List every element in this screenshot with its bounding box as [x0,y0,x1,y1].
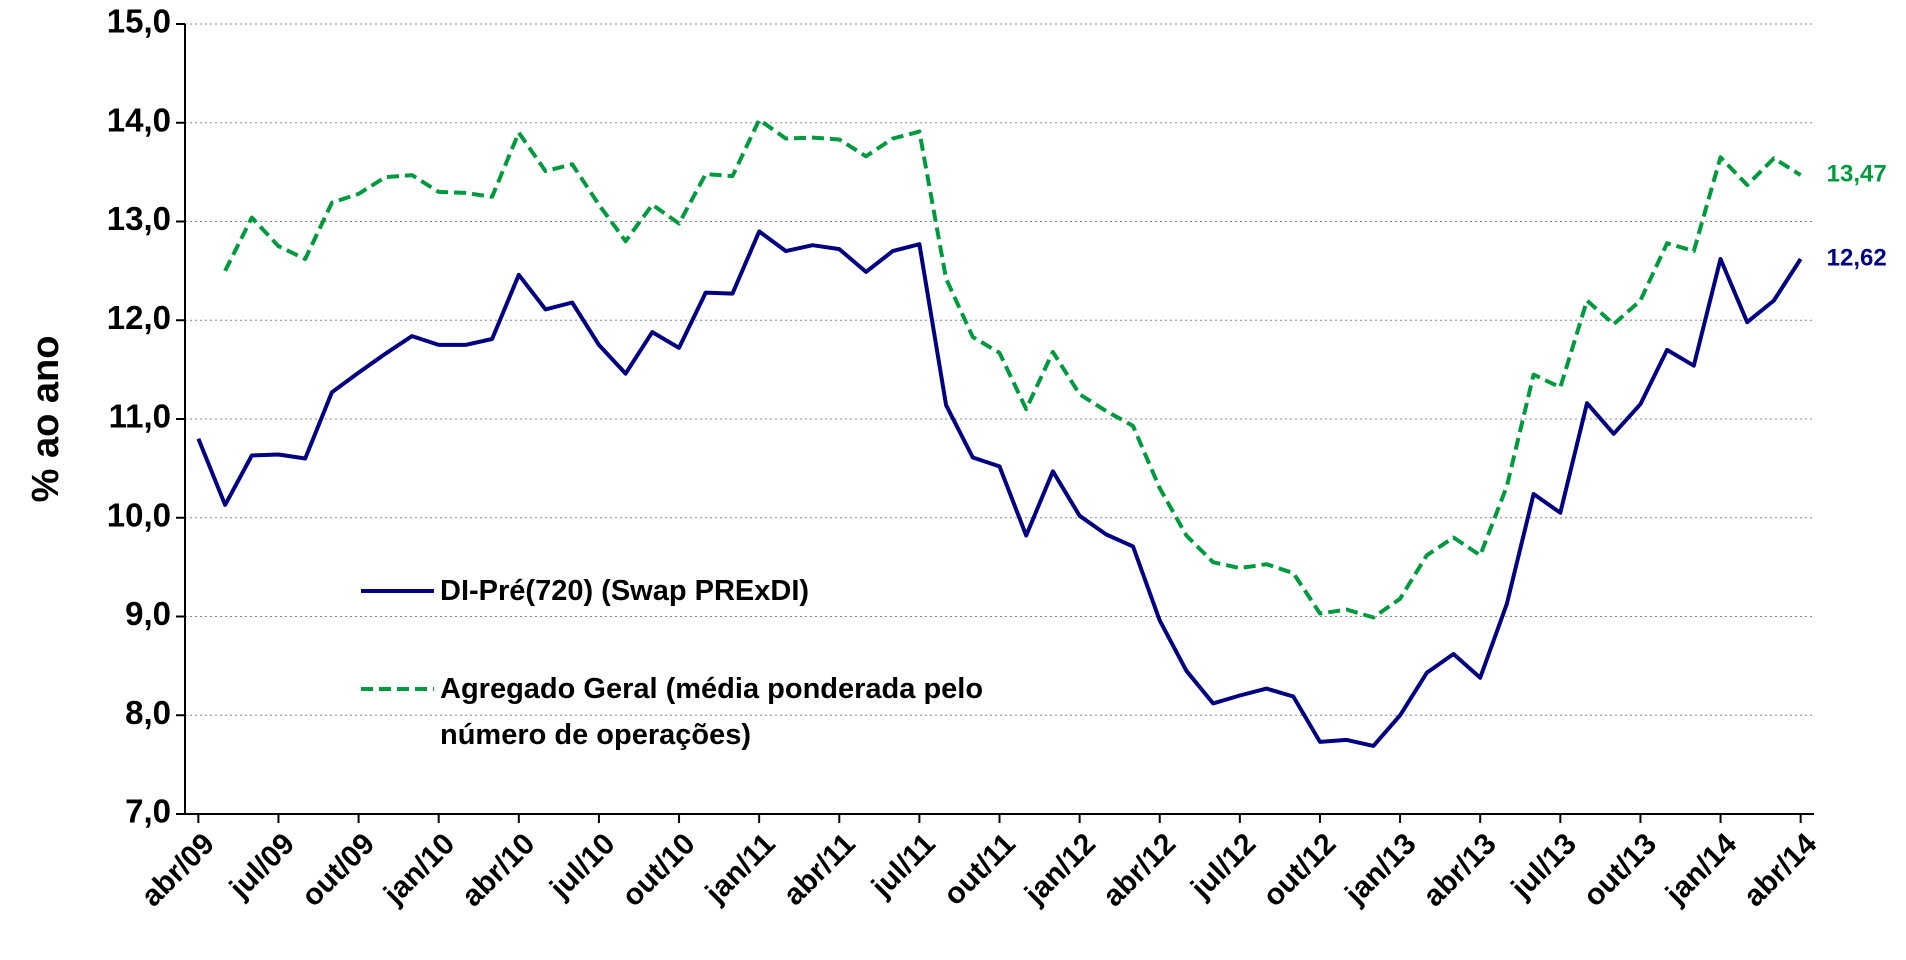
x-tick-label: abr/11 [777,827,862,912]
x-tick-label: jul/11 [865,827,942,904]
x-tick-label: out/12 [1257,827,1343,913]
legend-label: DI-Pré(720) (Swap PRExDI) [440,575,810,607]
x-tick-label: abr/14 [1737,827,1823,913]
y-tick-label: 12,0 [107,299,171,336]
y-axis-label: % ao ano [25,336,67,503]
x-tick-label: jan/13 [1338,827,1422,911]
value-label: 13,47 [1827,160,1887,187]
x-tick-label: out/13 [1577,827,1663,913]
y-tick-label: 11,0 [109,398,171,435]
y-tick-label: 14,0 [107,101,171,138]
series-line [196,229,1803,748]
y-tick-label: 10,0 [107,496,171,533]
x-tick-label: jul/09 [223,827,301,905]
x-tick-label: out/10 [616,827,702,913]
x-tick-label: jan/12 [1018,827,1102,911]
x-tick-label: jan/14 [1659,827,1743,911]
legend-label: Agregado Geral (média ponderada pelo núm… [440,673,984,751]
x-tick-label: out/09 [295,827,381,913]
x-tick-label: jan/11 [699,827,782,910]
y-tick-label: 13,0 [107,200,171,237]
x-tick-label: jul/12 [1184,827,1262,905]
x-tick-label: jul/13 [1505,827,1583,905]
x-tick-label: abr/10 [456,827,542,913]
x-tick-label: jan/10 [377,827,461,911]
x-tick-label: abr/09 [135,827,221,913]
y-tick-label: 7,0 [125,793,171,830]
y-tick-label: 8,0 [125,694,171,731]
value-label: 12,62 [1827,244,1887,271]
x-tick-label: abr/13 [1417,827,1503,913]
y-tick-label: 15,0 [107,3,171,40]
x-tick-label: out/11 [937,827,1022,912]
series-line [223,117,1802,620]
y-tick-label: 9,0 [125,595,171,632]
x-tick-label: jul/10 [543,827,621,905]
x-tick-label: abr/12 [1096,827,1182,913]
